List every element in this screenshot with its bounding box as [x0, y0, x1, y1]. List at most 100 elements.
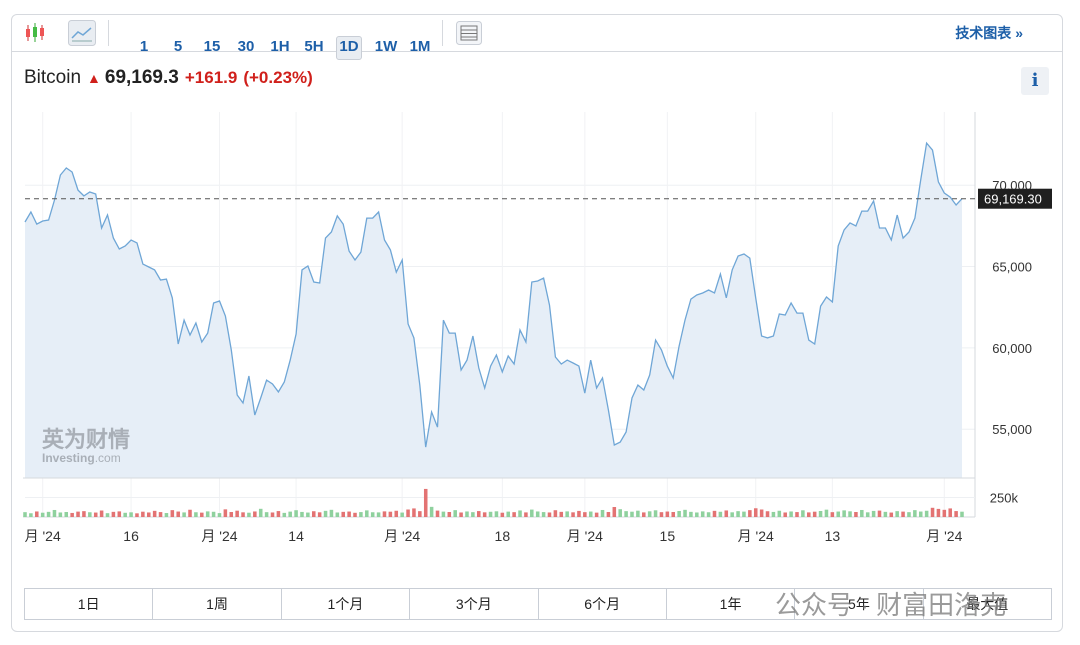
volume-bar [783, 512, 787, 517]
interval-button[interactable]: 1H [270, 38, 290, 55]
interval-button[interactable]: 1W [374, 38, 398, 55]
interval-button[interactable]: 1D [336, 36, 362, 60]
volume-bar [400, 512, 404, 517]
volume-bar [948, 508, 952, 517]
interval-button[interactable]: 5H [304, 38, 324, 55]
volume-bar [718, 511, 723, 517]
x-tick-label: 月 '24 [384, 528, 420, 544]
volume-bar [565, 511, 569, 517]
price: 69,169.3 [104, 67, 179, 88]
technical-chart-link[interactable]: 技术图表 » [955, 25, 1023, 41]
volume-bar [176, 511, 180, 517]
volume-bar [795, 512, 799, 517]
volume-bar [217, 513, 222, 517]
volume-bar [571, 512, 575, 517]
volume-bar [423, 488, 428, 517]
volume-bar [942, 509, 947, 517]
volume-bar [642, 512, 646, 517]
volume-bar [871, 510, 876, 517]
range-button[interactable]: 6个月 [539, 589, 667, 619]
volume-bar [58, 512, 63, 517]
candle-icon[interactable] [23, 22, 47, 44]
volume-bar [848, 511, 852, 517]
volume-bar [182, 512, 186, 517]
volume-bar [777, 510, 782, 517]
volume-bar [471, 512, 475, 517]
range-button[interactable]: 5年 [795, 589, 924, 619]
toolbar: 1 5 15 30 1H 5H 1D 1W 1M 技术图表 » [11, 14, 1063, 60]
volume-bar [689, 511, 693, 517]
volume-bar [258, 508, 263, 517]
volume-bar [370, 512, 375, 517]
volume-bar [105, 513, 110, 517]
range-button[interactable]: 1日 [25, 589, 154, 619]
volume-bar [913, 510, 917, 517]
range-button[interactable]: 1周 [153, 589, 282, 619]
volume-bar [824, 509, 829, 517]
volume-bar [288, 511, 292, 517]
table-icon[interactable] [456, 21, 482, 45]
range-button[interactable]: 最大值 [966, 596, 1009, 612]
current-price-label: 69,169.30 [984, 192, 1042, 207]
volume-bar [818, 510, 823, 517]
volume-bar [35, 511, 39, 517]
interval-button[interactable]: 5 [173, 38, 183, 55]
volume-bar [46, 511, 51, 517]
interval-button[interactable]: 1 [139, 38, 149, 55]
volume-bar [388, 511, 393, 517]
volume-bar [306, 512, 310, 517]
volume-bar [677, 510, 681, 517]
volume-bar [712, 510, 717, 517]
x-tick-label: 18 [495, 528, 511, 544]
volume-bar [441, 511, 446, 517]
volume-bar [311, 511, 316, 517]
volume-bar [954, 511, 958, 517]
price-line [24, 141, 963, 448]
volume-bar [194, 512, 198, 517]
volume-bar [588, 511, 593, 517]
area-icon[interactable] [68, 20, 96, 46]
range-button[interactable]: 3个月 [410, 589, 539, 619]
volume-bar [653, 510, 658, 517]
volume-bar [700, 511, 705, 517]
volume-bar [659, 512, 664, 517]
volume-bar [924, 510, 929, 517]
volume-bar [135, 513, 139, 517]
range-buttons: 1日 1周 1个月 3个月 6个月 1年 5年 最大值 [24, 588, 1052, 620]
volume-bar [429, 506, 434, 517]
range-button[interactable]: 1年 [667, 589, 796, 619]
volume-bar [412, 508, 416, 517]
volume-bar [76, 511, 80, 517]
volume-bar [535, 511, 540, 517]
volume-bar [253, 511, 257, 517]
interval-button[interactable]: 1M [409, 38, 431, 55]
y-tick-label: 55,000 [992, 422, 1032, 437]
widget-frame [11, 14, 1063, 632]
x-tick-label: 13 [825, 528, 841, 544]
volume-bar [146, 512, 151, 517]
volume-bar [88, 512, 92, 517]
volume-bar [123, 512, 127, 517]
volume-bar [907, 512, 911, 517]
volume-bar [889, 512, 894, 517]
volume-bar [830, 512, 835, 517]
interval-button[interactable]: 30 [237, 38, 255, 55]
volume-bar [99, 510, 104, 517]
current-price-box [978, 188, 1052, 209]
volume-bar [812, 511, 817, 517]
interval-button[interactable]: 15 [203, 38, 221, 55]
volume-bar [82, 511, 86, 517]
volume-bar [152, 510, 157, 517]
volume-bar [918, 511, 923, 517]
volume-bar [618, 509, 622, 517]
volume-bar [64, 512, 69, 517]
volume-bar [229, 512, 234, 517]
range-button[interactable]: 1个月 [282, 589, 411, 619]
volume-bar [600, 509, 605, 517]
volume-bar [406, 509, 410, 517]
volume-bar [394, 510, 399, 517]
info-button[interactable]: i [1021, 67, 1049, 95]
volume-bar [877, 510, 882, 517]
